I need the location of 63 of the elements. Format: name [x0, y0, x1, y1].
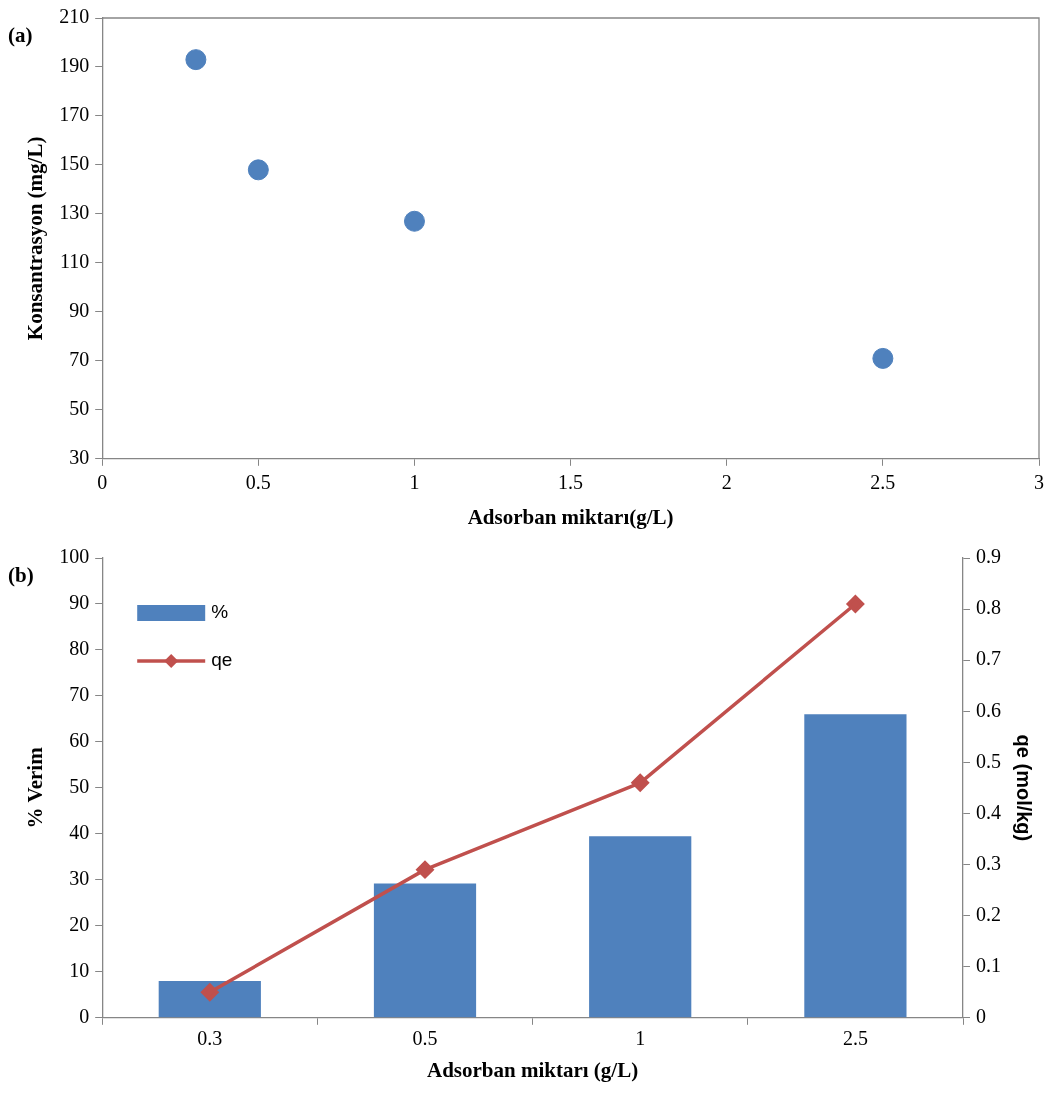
text: (a)	[8, 22, 33, 47]
y-tick-label: 60	[69, 729, 90, 752]
y-tick-label: 50	[69, 397, 90, 420]
x-tick-label: 1	[635, 1027, 646, 1050]
point	[185, 49, 207, 71]
y-tick-label: 10	[69, 959, 90, 982]
x-tick-label: 2.5	[842, 1027, 868, 1050]
y-tick-label: 30	[69, 446, 90, 469]
point	[846, 595, 865, 613]
bar	[804, 714, 907, 1018]
y2-tick-label: 0.9	[976, 545, 1001, 568]
text: (b)	[8, 562, 34, 587]
y-tick-label: 190	[59, 54, 90, 77]
x-axis-title: Adsorban miktarı(g/L)	[467, 504, 674, 529]
y-tick-label: 70	[69, 683, 90, 706]
y2-tick-label: 0.2	[976, 902, 1001, 925]
x-tick-label: 2	[721, 471, 732, 494]
y-tick-label: 170	[59, 103, 90, 126]
y-tick-label: 90	[69, 591, 90, 614]
y-tick-label: 110	[59, 250, 90, 273]
y2-tick-label: 0.7	[976, 647, 1001, 670]
x-tick-label: 3	[1034, 471, 1044, 494]
y2-tick-label: 0.1	[976, 953, 1001, 976]
point	[247, 159, 269, 181]
y-tick-label: 130	[59, 201, 90, 224]
y2-tick-label: 0	[976, 1005, 986, 1028]
x-tick-label: 2.5	[870, 471, 896, 494]
y2-tick-label: 0.6	[976, 698, 1001, 721]
bar	[373, 883, 477, 1018]
y-axis-title: % Verim	[23, 746, 48, 829]
x-tick-label: 0.5	[245, 471, 271, 494]
legend-label: qe	[211, 649, 233, 671]
legend-label: %	[211, 601, 229, 623]
point	[631, 774, 649, 792]
y2-tick-label: 0.3	[976, 851, 1001, 874]
x-tick-label: 0	[97, 471, 108, 494]
y-tick-label: 100	[59, 545, 90, 568]
y-tick-label: 90	[69, 299, 90, 322]
x-tick-label: 0.3	[197, 1027, 223, 1050]
y-tick-label: 20	[69, 913, 90, 936]
x-tick-label: 1.5	[558, 471, 584, 494]
bar	[589, 836, 692, 1018]
y-tick-label: 210	[59, 5, 90, 28]
point	[201, 983, 219, 1002]
y-tick-label: 0	[79, 1005, 90, 1028]
y-tick-label: 40	[69, 821, 90, 844]
y-tick-label: 50	[69, 775, 90, 798]
point	[416, 860, 434, 879]
point	[872, 347, 894, 369]
y2-tick-label: 0.4	[976, 800, 1001, 823]
y-tick-label: 150	[59, 152, 90, 175]
y-tick-label: 70	[69, 348, 90, 371]
y-tick-label: 80	[69, 637, 90, 660]
x-tick-label: 0.5	[412, 1027, 438, 1050]
y2-tick-label: 0.8	[976, 596, 1001, 619]
y2-tick-label: 0.5	[976, 749, 1001, 772]
y-axis-title: Konsantrasyon (mg/L)	[23, 136, 48, 341]
bar	[158, 981, 261, 1018]
x-axis-title: Adsorban miktarı (g/L)	[427, 1057, 639, 1082]
point	[403, 210, 425, 232]
x-tick-label: 1	[409, 471, 420, 494]
y-tick-label: 30	[69, 867, 90, 890]
y2-axis-title: qe (mol/kg)	[1013, 734, 1036, 842]
